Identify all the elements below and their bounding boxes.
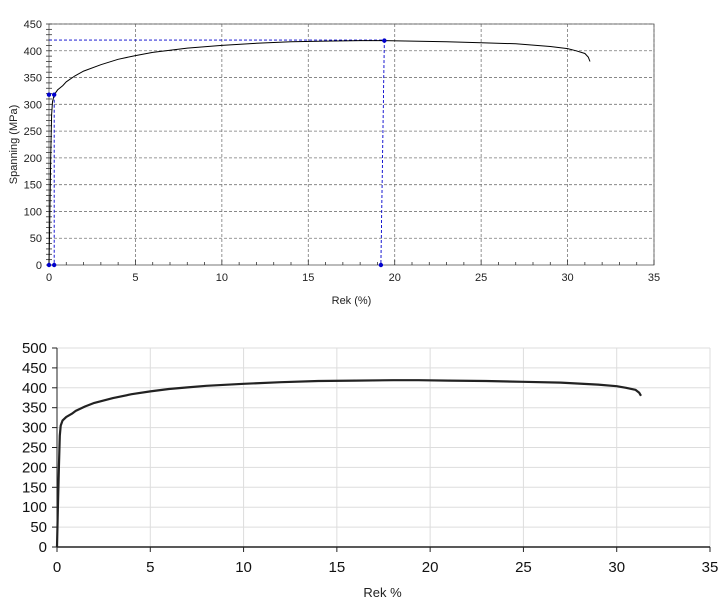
series-line xyxy=(55,379,642,548)
y-tick-label: 350 xyxy=(22,400,47,417)
x-tick-label: 20 xyxy=(422,559,439,576)
y-tick-label: 150 xyxy=(24,180,42,192)
y-tick-label: 150 xyxy=(22,479,47,496)
y-tick-label: 50 xyxy=(30,519,47,536)
y-tick-label: 200 xyxy=(24,153,42,165)
y-tick-label: 400 xyxy=(24,46,42,58)
x-tick-label: 30 xyxy=(561,272,573,284)
x-tick-label: 25 xyxy=(475,272,487,284)
x-tick-label: 10 xyxy=(216,272,228,284)
x-axis-label: Rek % xyxy=(363,585,402,600)
x-tick-label: 30 xyxy=(608,559,625,576)
data-marker xyxy=(378,262,384,268)
x-tick-label: 15 xyxy=(302,272,314,284)
plot-frame xyxy=(48,23,655,266)
data-marker xyxy=(382,38,387,43)
data-marker xyxy=(51,262,57,268)
x-tick-label: 35 xyxy=(648,272,660,284)
guide-line xyxy=(380,40,385,266)
y-tick-label: 350 xyxy=(24,73,42,85)
x-tick-label: 0 xyxy=(46,272,52,284)
data-marker xyxy=(51,92,57,97)
data-marker xyxy=(46,262,52,268)
y-tick-label: 300 xyxy=(22,420,47,437)
y-tick-label: 250 xyxy=(24,126,42,138)
x-tick-label: 10 xyxy=(235,559,252,576)
x-tick-label: 5 xyxy=(132,272,138,284)
y-tick-label: 400 xyxy=(22,380,47,397)
y-tick-label: 50 xyxy=(30,233,42,245)
y-axis-label: Spanning (MPa) xyxy=(8,105,20,185)
y-tick-label: 450 xyxy=(22,360,47,377)
y-tick-label: 200 xyxy=(22,459,47,476)
chart-2: 0 5 10 15 20 25 30 3505010015020025030035040045… xyxy=(22,340,718,600)
series-line xyxy=(48,40,591,266)
data-marker xyxy=(46,92,52,97)
x-tick-label: 20 xyxy=(389,272,401,284)
y-tick-label: 250 xyxy=(22,440,47,457)
x-axis-label: Rek (%) xyxy=(332,295,372,307)
x-tick-label: 25 xyxy=(515,559,532,576)
y-tick-label: 500 xyxy=(22,340,47,357)
y-tick-label: 100 xyxy=(24,206,42,218)
x-tick-label: 5 xyxy=(146,559,154,576)
x-tick-label: 35 xyxy=(702,559,719,576)
y-tick-label: 450 xyxy=(24,19,42,31)
chart-1: 0 5 10 15 20 25 30 3505010015020025030035040045… xyxy=(8,19,660,307)
y-tick-label: 300 xyxy=(24,99,42,111)
y-tick-label: 100 xyxy=(22,499,47,516)
y-tick-label: 0 xyxy=(36,260,42,272)
x-tick-label: 15 xyxy=(329,559,346,576)
x-tick-label: 0 xyxy=(53,559,61,576)
y-tick-label: 0 xyxy=(39,539,47,556)
